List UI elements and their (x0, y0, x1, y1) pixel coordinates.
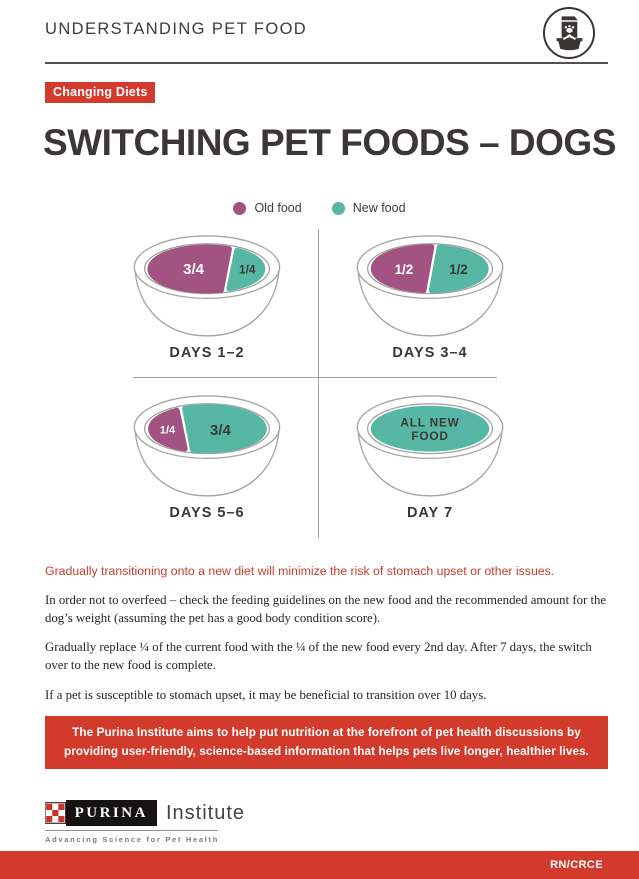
logo-tagline: Advancing Science for Pet Health (45, 835, 220, 844)
new-food-dot-icon (331, 201, 345, 215)
purina-checkerboard-icon (45, 802, 66, 824)
horizontal-divider (133, 377, 497, 378)
bowl-label: DAYS 3–4 (392, 345, 468, 362)
bowl-days-1-2-art: 3/4 1/4 (133, 235, 281, 337)
legend-label-old: Old food (254, 201, 302, 215)
body-copy: In order not to overfeed – check the fee… (45, 591, 611, 715)
section-badge: Changing Diets (45, 82, 156, 103)
legend-item-new-food: New food (331, 201, 406, 215)
legend-label-new: New food (352, 201, 406, 215)
logo-divider (45, 830, 218, 831)
legend-item-old-food: Old food (233, 201, 302, 215)
all-new-food-label-line2: FOOD (411, 429, 448, 443)
purina-wordmark: PURINA (65, 800, 157, 826)
header-divider (45, 62, 608, 64)
institute-wordmark: Institute (165, 801, 245, 824)
all-new-food-label-line1: ALL NEW (400, 415, 459, 429)
old-fraction-label: 3/4 (183, 261, 205, 278)
new-fraction-label: 3/4 (210, 422, 232, 439)
new-fraction-label: 1/2 (449, 262, 468, 277)
bowl-day-7-art: ALL NEW FOOD (356, 395, 504, 497)
bowl-diagram-grid: 3/4 1/4 DAYS 1–2 1/2 1/2 DAYS 3–4 (0, 225, 639, 540)
new-fraction-label: 1/4 (239, 262, 256, 276)
bowl-days-5-6-art: 1/4 3/4 (133, 395, 281, 497)
paragraph-3: If a pet is susceptible to stomach upset… (45, 687, 487, 702)
header-title: UNDERSTANDING PET FOOD (45, 20, 308, 38)
bowl-days-5-6: 1/4 3/4 DAYS 5–6 (92, 390, 322, 521)
logo-row: PURINA Institute (45, 800, 245, 826)
old-fraction-label: 1/4 (160, 424, 176, 436)
paragraph-1: In order not to overfeed – check the fee… (45, 593, 607, 626)
page-title: SWITCHING PET FOODS – DOGS (43, 122, 616, 163)
pet-food-bag-and-bowl-icon (543, 7, 595, 59)
old-food-dot-icon (233, 201, 247, 215)
bowl-days-1-2: 3/4 1/4 DAYS 1–2 (92, 230, 322, 361)
bowl-days-3-4-art: 1/2 1/2 (356, 235, 504, 337)
highlight-sentence: Gradually transitioning onto a new diet … (45, 564, 555, 578)
purina-institute-logo: PURINA Institute Advancing Science for P… (45, 800, 245, 844)
vertical-divider (318, 229, 319, 538)
bottom-bar: RN/CRCE (0, 851, 639, 879)
bowl-days-3-4: 1/2 1/2 DAYS 3–4 (315, 230, 545, 361)
paragraph-2: Gradually replace ¼ of the current food … (45, 640, 592, 673)
pet-food-icon-art (556, 16, 583, 51)
bowl-label: DAY 7 (406, 505, 454, 522)
bowl-day-7: ALL NEW FOOD DAY 7 (315, 390, 545, 521)
bowl-label: DAYS 5–6 (169, 505, 245, 522)
bowl-label: DAYS 1–2 (169, 345, 245, 362)
old-fraction-label: 1/2 (395, 262, 414, 277)
legend: Old food New food (0, 201, 639, 215)
purina-institute-callout: The Purina Institute aims to help put nu… (45, 716, 608, 769)
document-code: RN/CRCE (550, 859, 603, 871)
